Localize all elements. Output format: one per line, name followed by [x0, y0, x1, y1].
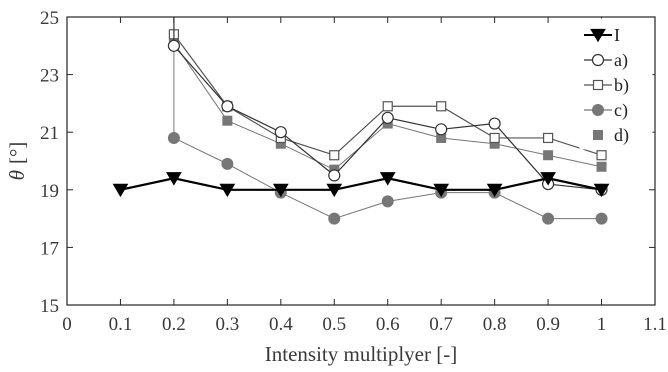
y-tick-label: 25	[40, 8, 59, 29]
series-a-point	[381, 111, 394, 124]
series-a-point	[221, 100, 234, 113]
legend-marker-c	[592, 104, 604, 116]
y-tick-label: 15	[40, 296, 59, 317]
series-a-point	[167, 39, 181, 52]
series-d-point	[222, 115, 233, 126]
y-axis-label: θ [°]	[5, 142, 29, 181]
plot-frame	[66, 16, 656, 306]
x-tick-label: 0.6	[376, 314, 400, 335]
series-a-point	[435, 123, 448, 136]
x-tick-label: 0.1	[109, 314, 133, 335]
series-i-point	[112, 183, 129, 198]
x-tick-label: 0.3	[215, 314, 239, 335]
series-c-point	[542, 212, 555, 225]
legend-marker-a	[591, 53, 605, 67]
legend-label-i: I	[614, 25, 620, 45]
x-tick-label: 0.7	[429, 314, 453, 335]
series-c-point	[167, 131, 180, 144]
series-c-point	[328, 212, 341, 225]
series-i-point	[326, 183, 343, 198]
series-i-point	[593, 183, 610, 198]
y-axis-unit: [°]	[5, 142, 29, 164]
series-i-point	[486, 183, 503, 198]
series-a-line	[173, 17, 602, 191]
series-a-point	[328, 169, 341, 182]
legend-label-a: a)	[614, 50, 628, 71]
series-i-point	[379, 172, 396, 186]
legend-label-b: b)	[614, 75, 629, 96]
series-i-line	[120, 177, 602, 191]
legend-box	[579, 18, 653, 150]
y-tick-label: 17	[40, 238, 59, 259]
x-tick-label: 0.5	[322, 314, 346, 335]
legend-label-c: c)	[614, 100, 628, 121]
series-i-point	[166, 172, 182, 186]
series-b-point	[329, 150, 340, 161]
series-d-point	[543, 150, 554, 161]
y-axis-symbol: θ	[5, 170, 29, 180]
legend-marker-b	[592, 79, 604, 91]
series-b-point	[542, 132, 554, 144]
x-tick-label: 0.9	[536, 314, 560, 335]
series-c-point	[595, 212, 608, 225]
series-b-point	[382, 101, 393, 112]
series-a-point	[274, 126, 287, 139]
series-c-point	[221, 157, 234, 170]
legend: Ia) b) c) d)	[579, 18, 653, 150]
series-i-point	[272, 183, 289, 198]
series-i-point	[219, 183, 236, 198]
x-tick-label: 0.2	[162, 314, 186, 335]
legend-label-d: d)	[614, 125, 629, 146]
y-tick-label: 23	[40, 66, 59, 87]
x-tick-label: 0	[62, 314, 72, 335]
axes: 0 0.1 0.2 0.3 0.4 0.5 0.6 0.7 0.8 0.9 1 1.1 15 17 19 21…	[40, 8, 667, 335]
series-c-line	[173, 42, 602, 220]
legend-marker-d	[593, 130, 603, 140]
series-c-point	[381, 195, 394, 208]
series-b-point	[596, 150, 607, 161]
x-axis-label: Intensity multiplyer [-]	[265, 342, 457, 366]
y-tick-label: 19	[40, 181, 59, 202]
x-tick-label: 1	[597, 314, 607, 335]
plot-area	[112, 17, 610, 225]
series-i-point	[540, 172, 556, 186]
x-tick-label: 0.4	[269, 314, 293, 335]
series-a-point	[488, 117, 501, 130]
x-tick-label: 1.1	[643, 314, 667, 335]
x-tick-label: 0.8	[483, 314, 507, 335]
y-tick-label: 21	[40, 123, 59, 144]
series-b-point	[489, 132, 500, 144]
series-d-point	[596, 161, 607, 172]
series-b-point	[436, 101, 447, 112]
series-i-point	[433, 183, 450, 198]
legend-marker-i	[590, 28, 606, 43]
